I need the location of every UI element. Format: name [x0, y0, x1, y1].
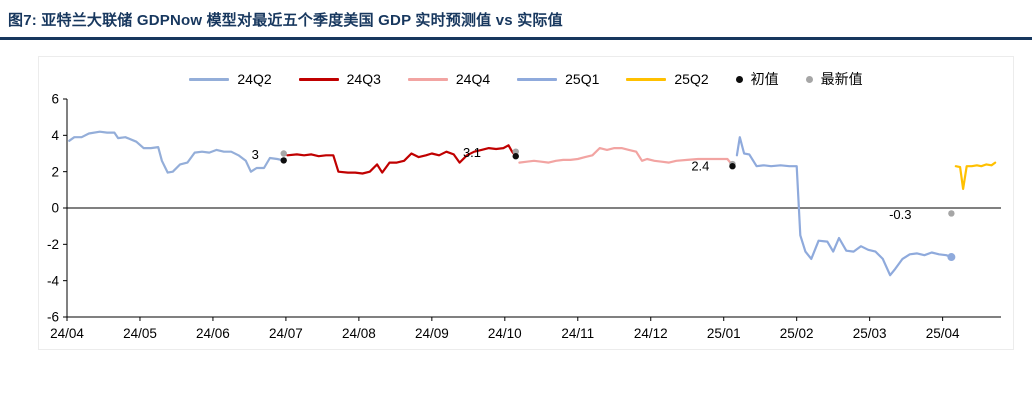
legend-swatch-24Q3 [298, 77, 339, 81]
marker-latest-24Q3 [512, 148, 519, 155]
x-tick-label: 24/06 [196, 326, 230, 341]
marker-actual-25Q1 [948, 210, 955, 217]
marker-initial-24Q2 [280, 157, 287, 164]
legend-label: 24Q2 [237, 71, 272, 87]
annotation-2.4: 2.4 [691, 159, 709, 174]
figure-header: 图7: 亚特兰大联储 GDPNow 模型对最近五个季度美国 GDP 实时预测值 … [0, 0, 1032, 40]
series-line-25Q2 [954, 161, 997, 191]
marker-initial-24Q3 [512, 153, 519, 160]
legend-label: 最新值 [820, 71, 863, 87]
x-tick-label: 25/01 [707, 326, 741, 341]
legend-label: 25Q2 [674, 71, 709, 87]
legend-item-最新值: 最新值 [805, 69, 863, 89]
legend-swatch-初值 [735, 75, 743, 83]
legend-item-25Q2: 25Q2 [626, 71, 709, 87]
y-tick-label: 6 [51, 92, 59, 107]
series-line-24Q2 [68, 130, 285, 174]
plot-canvas: 6 4 2 0 -2 -4 -624/04 24/05 24/06 24/07 24/08 24/09… [47, 92, 1001, 341]
x-tick-label: 25/03 [853, 326, 887, 341]
y-tick-label: -2 [47, 237, 59, 252]
legend-swatch-24Q2 [189, 77, 230, 81]
legend-swatch-25Q2 [626, 77, 667, 81]
x-tick-label: 24/11 [561, 326, 594, 341]
x-tick-label: 25/02 [780, 326, 814, 341]
page-title: 图7: 亚特兰大联储 GDPNow 模型对最近五个季度美国 GDP 实时预测值 … [8, 12, 563, 29]
x-tick-label: 24/04 [50, 326, 84, 341]
annotation-3: 3 [252, 147, 259, 162]
legend-item-24Q3: 24Q3 [298, 71, 381, 87]
y-tick-label: 0 [51, 201, 59, 216]
marker-forecast-end-25Q1 [947, 253, 956, 262]
x-tick-label: 24/09 [415, 326, 449, 341]
legend: 24Q2 24Q3 24Q4 25Q1 25Q2 初值 最新值 [39, 57, 1013, 88]
legend-item-初值: 初值 [735, 69, 779, 89]
legend-swatch-最新值 [805, 75, 813, 83]
annotation-3.1: 3.1 [463, 145, 481, 160]
legend-label: 25Q1 [565, 71, 600, 87]
legend-label: 初值 [750, 71, 779, 87]
x-tick-label: 24/12 [634, 326, 668, 341]
legend-item-25Q1: 25Q1 [517, 71, 599, 87]
legend-item-24Q2: 24Q2 [189, 71, 272, 87]
chart-area: 24Q2 24Q3 24Q4 25Q1 25Q2 初值 最新值 6 4 2 0 -2 -4 -6 24/0… [38, 56, 1014, 350]
y-tick-label: -4 [47, 273, 59, 288]
series-line-25Q1 [735, 136, 953, 277]
x-tick-label: 25/04 [926, 326, 960, 341]
legend-swatch-24Q4 [407, 77, 448, 81]
y-tick-label: 4 [51, 128, 59, 143]
x-tick-label: 24/08 [342, 326, 376, 341]
legend-label: 24Q3 [346, 71, 381, 87]
x-tick-label: 24/05 [123, 326, 157, 341]
series-line-24Q4 [518, 146, 734, 167]
legend-swatch-25Q1 [517, 77, 558, 81]
legend-label: 24Q4 [455, 71, 491, 87]
x-tick-label: 24/10 [488, 326, 522, 341]
y-tick-label: -6 [47, 310, 59, 325]
marker-latest-24Q2 [280, 150, 287, 157]
series-line-24Q3 [286, 144, 517, 175]
x-tick-label: 24/07 [269, 326, 303, 341]
annotation--0.3: -0.3 [889, 207, 911, 222]
y-tick-label: 2 [51, 164, 59, 179]
marker-initial-24Q4 [729, 163, 736, 170]
legend-item-24Q4: 24Q4 [407, 71, 491, 87]
